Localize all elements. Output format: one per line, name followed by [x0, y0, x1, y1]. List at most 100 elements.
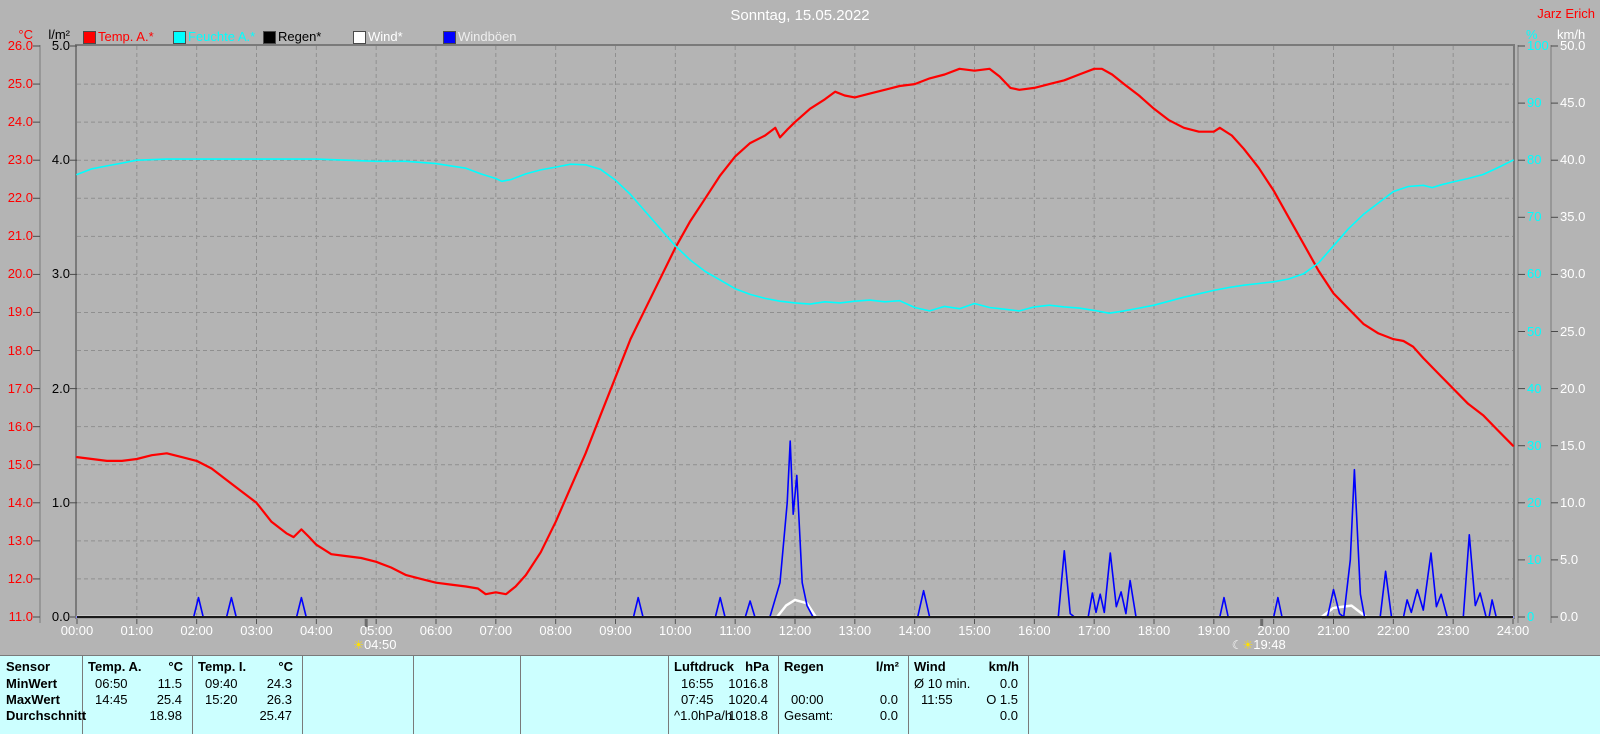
table-divider: [413, 656, 414, 734]
unit-windspeed: km/h: [1557, 27, 1586, 42]
table-col-unit: l/m²: [875, 659, 899, 674]
table-cell-value: 0.0: [999, 676, 1018, 691]
table-cell-value: O 1.5: [986, 692, 1018, 707]
windspeed-axis-label: 50.0: [1560, 38, 1586, 53]
table-cell-time: 00:00: [791, 692, 824, 707]
table-cell-value: 1018.8: [728, 708, 768, 723]
time-axis-label: 22:00: [1377, 623, 1410, 638]
weather-chart-plot: [33, 44, 1558, 627]
temp-a-swatch: [83, 31, 96, 44]
table-divider: [778, 656, 779, 734]
table-col-name: Luftdruck: [674, 659, 734, 674]
temp-axis-label: 15.0: [7, 456, 33, 472]
table-row-label: MaxWert: [6, 692, 60, 707]
humidity-axis-label: 80: [1527, 152, 1542, 168]
time-axis-label: 14:00: [898, 623, 931, 638]
time-axis-label: 16:00: [1018, 623, 1051, 638]
table-cell-time: ^1.0hPa/h: [674, 708, 733, 723]
table-cell-value: 11.5: [157, 676, 182, 691]
table-cell-value: 1020.4: [728, 692, 768, 707]
legend-label-4: Windböen: [458, 29, 517, 44]
time-axis-label: 11:00: [719, 623, 751, 638]
table-divider: [1028, 656, 1029, 734]
table-cell-value: 24.3: [266, 676, 292, 691]
temp-axis-label: 19.0: [7, 304, 33, 320]
windspeed-axis-label: 45.0: [1560, 95, 1586, 111]
table-cell-time: 09:40: [205, 676, 238, 691]
legend-label-2: Regen*: [278, 29, 322, 44]
rain-axis-label: 2.0: [51, 380, 70, 396]
legend-label-3: Wind*: [368, 29, 403, 44]
humidity-axis-label: 50: [1527, 323, 1542, 339]
legend-label-0: Temp. A.*: [98, 29, 154, 44]
temp-axis-label: 21.0: [7, 228, 33, 244]
humidity-axis-label: 0: [1527, 609, 1535, 624]
temp-axis-label: 23.0: [7, 152, 33, 168]
table-divider: [908, 656, 909, 734]
windspeed-axis-label: 0.0: [1560, 609, 1579, 624]
table-row-label: Durchschnitt: [6, 708, 87, 723]
time-axis-label: 19:00: [1197, 623, 1231, 638]
time-axis-label: 21:00: [1317, 623, 1350, 638]
wind-swatch: [353, 31, 366, 44]
windspeed-axis-label: 5.0: [1560, 551, 1579, 567]
unit-humidity: %: [1526, 27, 1538, 42]
table-col-name: Temp. I.: [198, 659, 247, 674]
table-cell-value: 0.0: [879, 708, 898, 723]
feuchte-swatch: [173, 31, 186, 44]
time-axis-label: 15:00: [958, 623, 991, 638]
moon-icon: ☾: [1231, 638, 1243, 652]
table-cell-time: 11:55: [921, 692, 953, 707]
table-cell-value: 1016.8: [728, 676, 768, 691]
rain-axis-label: 5.0: [51, 38, 70, 53]
series-temp-a-: [75, 67, 1515, 596]
rain-axis-label: 1.0: [51, 494, 70, 510]
table-divider: [302, 656, 303, 734]
table-cell-value: 0.0: [999, 708, 1018, 723]
windspeed-axis-label: 40.0: [1560, 152, 1586, 168]
chart-date-title: Sonntag, 15.05.2022: [730, 7, 870, 24]
table-cell-time: 16:55: [681, 676, 714, 691]
station-name: Jarz Erich: [1537, 6, 1595, 21]
rain-axis-label: 4.0: [51, 152, 70, 168]
time-axis-label: 17:00: [1077, 623, 1111, 638]
humidity-axis-label: 90: [1527, 95, 1542, 111]
time-axis-label: 24:00: [1496, 623, 1530, 638]
time-axis-label: 01:00: [120, 623, 154, 638]
humidity-axis-label: 30: [1527, 437, 1542, 453]
time-axis-label: 03:00: [240, 623, 273, 638]
temp-axis-label: 26.0: [7, 38, 33, 53]
temp-axis-label: 25.0: [7, 76, 33, 92]
time-axis-label: 04:00: [300, 623, 333, 638]
table-divider: [668, 656, 669, 734]
table-divider: [520, 656, 521, 734]
time-axis-label: 20:00: [1257, 623, 1290, 638]
table-cell-value: 25.4: [156, 692, 182, 707]
table-cell-time: 07:45: [681, 692, 714, 707]
legend-label-1: Feuchte A.*: [188, 29, 256, 44]
temp-axis-label: 13.0: [7, 532, 33, 548]
windspeed-axis-label: 25.0: [1560, 323, 1586, 339]
time-axis-label: 12:00: [778, 623, 812, 638]
windspeed-axis-label: 15.0: [1560, 437, 1586, 453]
temp-axis-label: 20.0: [7, 266, 33, 282]
table-col-unit: °C: [278, 659, 293, 674]
temp-axis-label: 12.0: [7, 570, 33, 586]
table-cell-time: 14:45: [95, 692, 128, 707]
table-cell-time: Gesamt:: [784, 708, 834, 723]
time-axis-label: 00:00: [60, 623, 94, 638]
table-divider: [192, 656, 193, 734]
sunset-time: 19:48: [1253, 637, 1286, 652]
rain-axis-label: 3.0: [51, 266, 70, 282]
time-axis-label: 02:00: [180, 623, 213, 638]
temp-axis-label: 22.0: [7, 190, 33, 206]
table-cell-value: 26.3: [266, 692, 292, 707]
sunrise-icon: ☀: [353, 638, 364, 652]
sunrise-time: 04:50: [363, 637, 397, 652]
table-row-label: Sensor: [6, 659, 51, 674]
table-cell-value: 18.98: [149, 708, 182, 723]
windspeed-axis-label: 35.0: [1560, 209, 1586, 225]
time-axis-label: 18:00: [1137, 623, 1171, 638]
series-windb-en: [76, 440, 1514, 618]
